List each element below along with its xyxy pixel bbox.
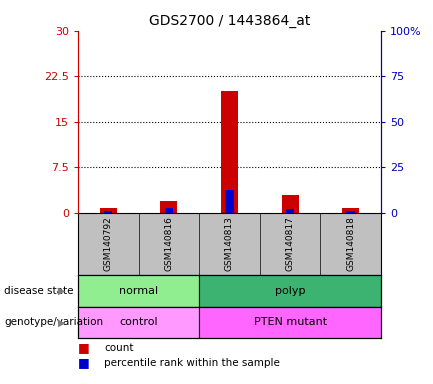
Text: ▶: ▶ [58, 317, 66, 327]
Text: control: control [119, 317, 158, 327]
Bar [342, 208, 359, 213]
Text: ■: ■ [78, 341, 90, 354]
Text: GSM140816: GSM140816 [165, 217, 173, 271]
Bar [104, 211, 113, 213]
Bar [78, 307, 199, 338]
Text: GSM140813: GSM140813 [225, 217, 234, 271]
Bar [225, 190, 234, 213]
Text: ▶: ▶ [58, 286, 66, 296]
Bar [286, 209, 294, 213]
Bar [281, 195, 299, 213]
Text: ■: ■ [78, 356, 90, 369]
Bar [100, 208, 117, 213]
Text: GSM140818: GSM140818 [346, 217, 355, 271]
Text: polyp: polyp [275, 286, 305, 296]
Bar [160, 200, 178, 213]
Text: GSM140792: GSM140792 [104, 217, 113, 271]
Text: normal: normal [119, 286, 158, 296]
Text: disease state: disease state [4, 286, 74, 296]
Title: GDS2700 / 1443864_at: GDS2700 / 1443864_at [149, 14, 310, 28]
Bar [199, 275, 381, 307]
Bar [346, 211, 355, 213]
Text: GSM140817: GSM140817 [286, 217, 294, 271]
Text: percentile rank within the sample: percentile rank within the sample [104, 358, 280, 368]
Text: PTEN mutant: PTEN mutant [254, 317, 326, 327]
Bar [165, 208, 173, 213]
Bar [199, 307, 381, 338]
Bar [78, 275, 199, 307]
Bar [221, 91, 238, 213]
Text: genotype/variation: genotype/variation [4, 317, 103, 327]
Text: count: count [104, 343, 133, 353]
